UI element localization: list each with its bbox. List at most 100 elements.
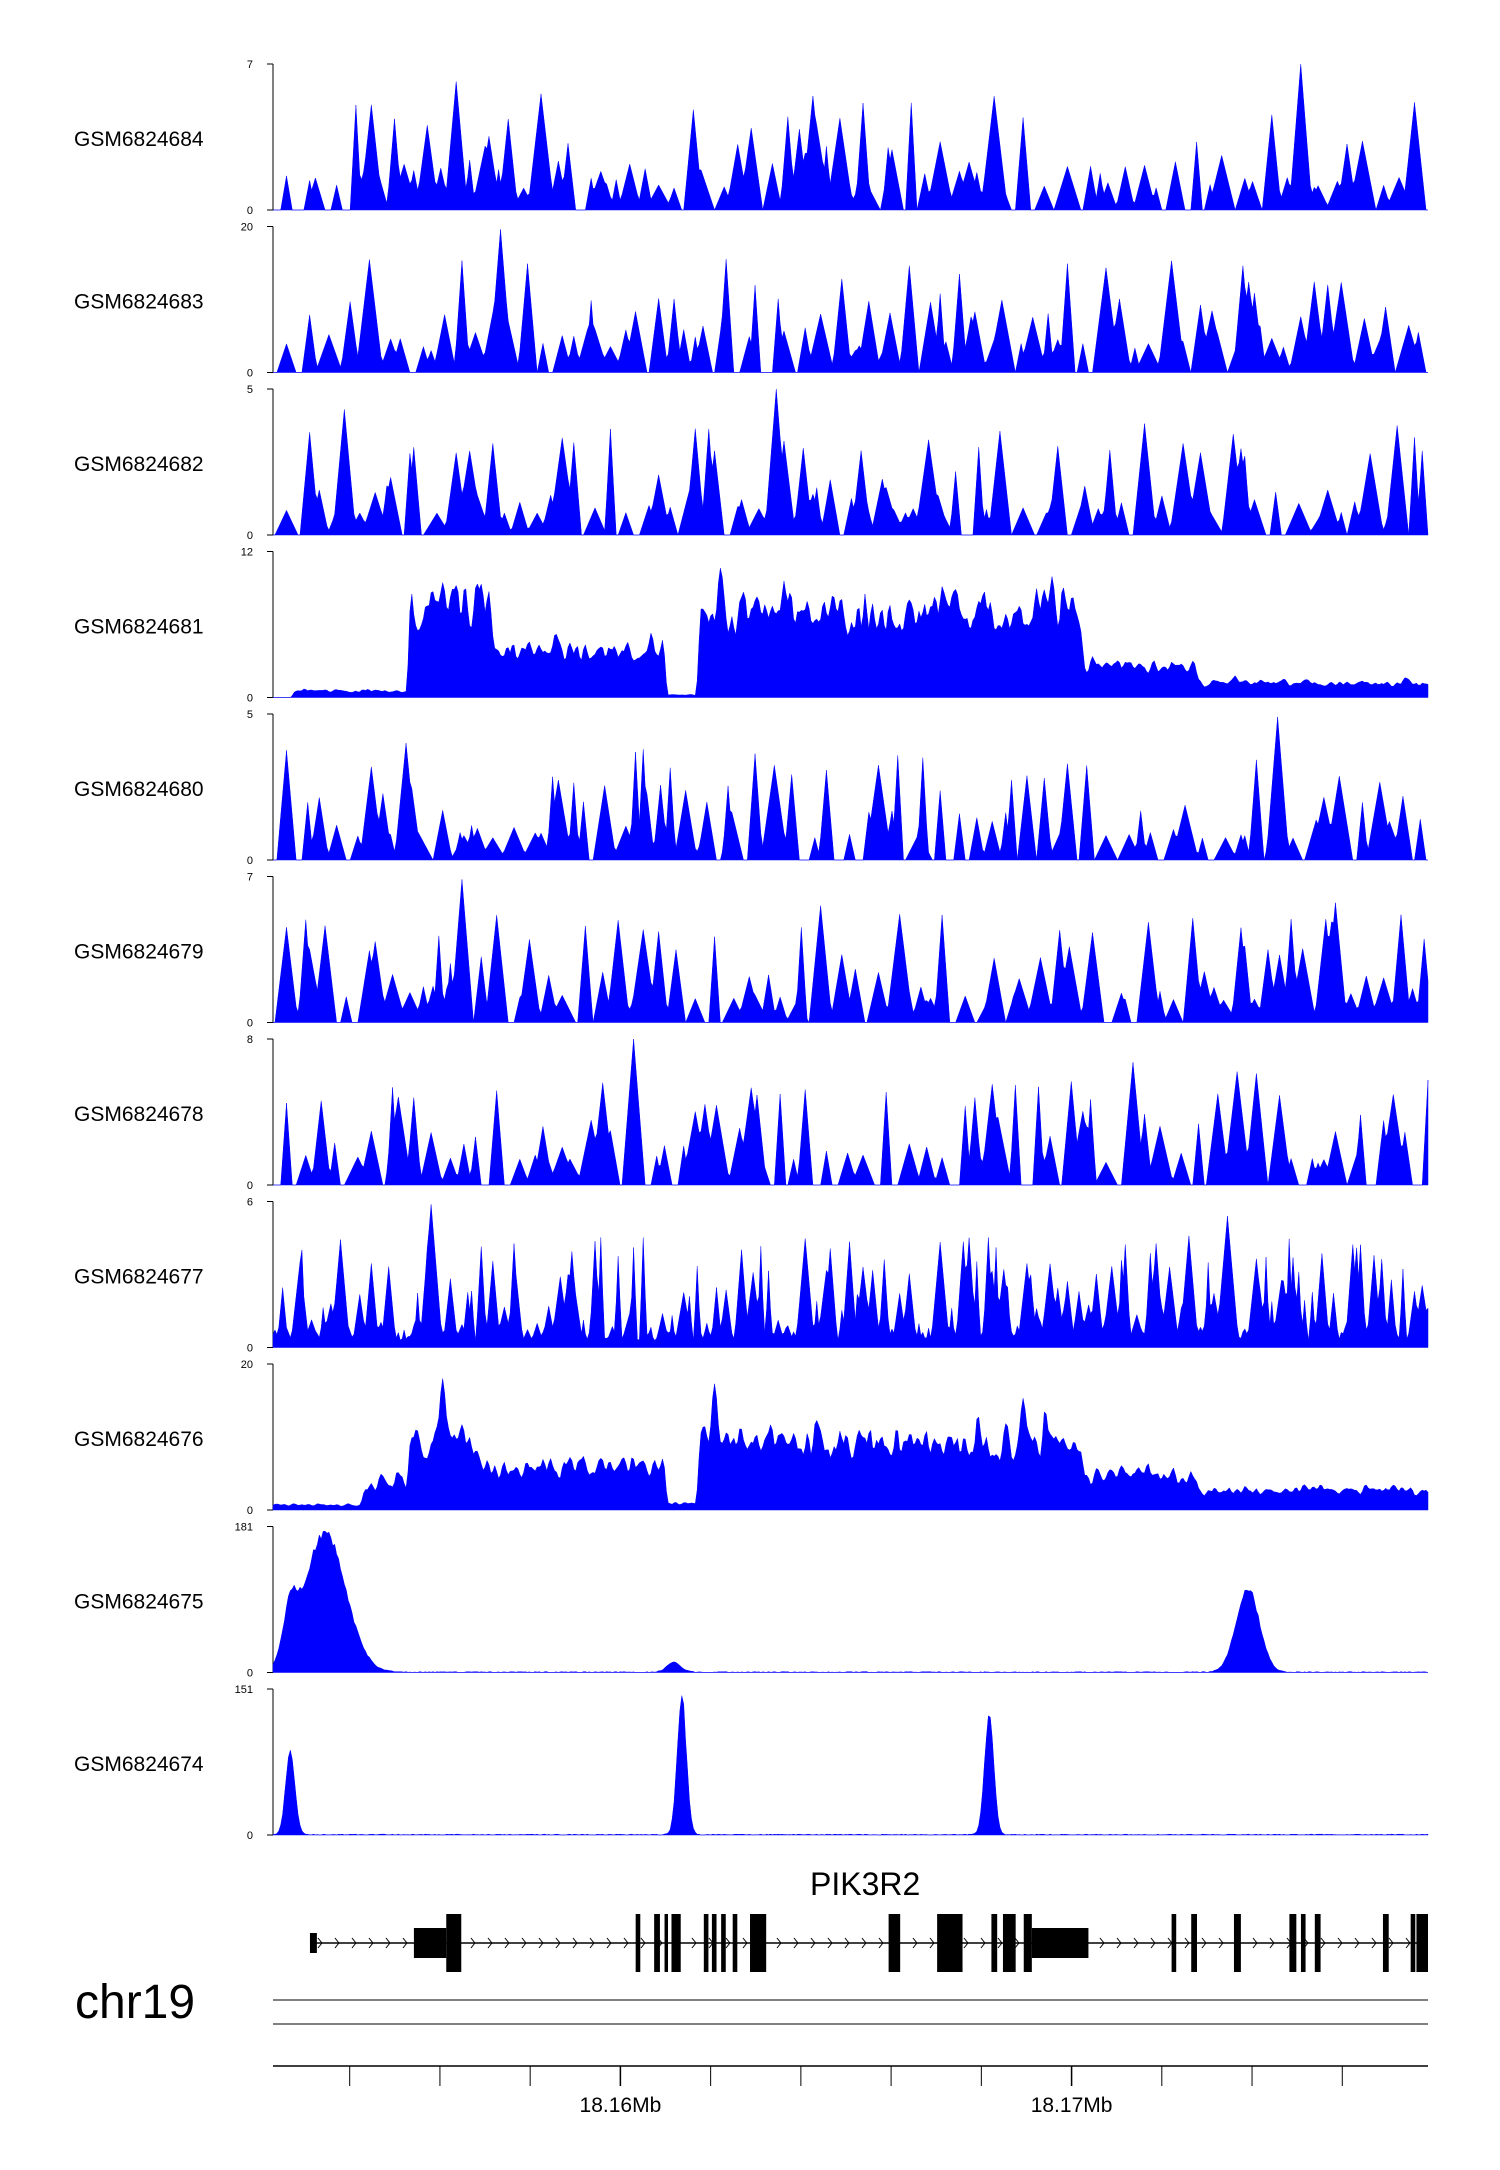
track-GSM6824674: GSM6824674 151 0 xyxy=(74,1684,1429,1842)
strand-arrow xyxy=(980,1937,986,1949)
signal-area xyxy=(273,63,1428,211)
exon xyxy=(1382,1914,1389,1972)
y-axis-max-label: 12 xyxy=(241,547,253,559)
strand-arrow xyxy=(1371,1937,1377,1949)
exon xyxy=(309,1933,317,1953)
signal-area xyxy=(273,388,1429,536)
strand-arrow xyxy=(861,1937,867,1949)
strand-arrow xyxy=(606,1937,612,1949)
genome-axis: 18.16Mb 18.17Mb xyxy=(273,1999,1428,2117)
track-GSM6824680: GSM6824680 5 0 xyxy=(74,709,1428,867)
exon xyxy=(1171,1914,1177,1972)
signal-area xyxy=(272,1378,1429,1511)
gene-model-track xyxy=(309,1914,1428,1972)
track-GSM6824675: GSM6824675 181 0 xyxy=(74,1522,1429,1680)
y-axis-max-label: 6 xyxy=(247,1197,253,1209)
strand-arrow xyxy=(997,1937,1003,1949)
exon xyxy=(1002,1914,1016,1972)
strand-arrow xyxy=(963,1937,969,1949)
strand-arrow xyxy=(368,1937,374,1949)
y-axis-max-label: 20 xyxy=(241,1359,253,1371)
y-axis-min-label: 0 xyxy=(247,693,253,705)
strand-arrow xyxy=(1269,1937,1275,1949)
track-label: GSM6824679 xyxy=(74,941,204,964)
y-axis-max-label: 5 xyxy=(247,384,253,396)
gene-name-label: PIK3R2 xyxy=(810,1866,921,1902)
track-GSM6824679: GSM6824679 7 0 xyxy=(74,872,1429,1030)
strand-arrow xyxy=(1388,1937,1394,1949)
track-GSM6824681: GSM6824681 12 0 xyxy=(74,547,1429,705)
exon xyxy=(888,1914,901,1972)
strand-arrow xyxy=(589,1937,595,1949)
exon xyxy=(1023,1914,1032,1972)
exon xyxy=(1289,1914,1297,1972)
strand-arrow xyxy=(810,1937,816,1949)
track-label: GSM6824674 xyxy=(74,1753,204,1776)
strand-arrow xyxy=(1201,1937,1207,1949)
strand-arrow xyxy=(1184,1937,1190,1949)
y-axis-min-label: 0 xyxy=(247,1343,253,1355)
y-axis-min-label: 0 xyxy=(247,1018,253,1030)
strand-arrow xyxy=(1337,1937,1343,1949)
y-axis-max-label: 7 xyxy=(247,872,253,884)
exon xyxy=(1314,1914,1321,1972)
strand-arrow xyxy=(1116,1937,1122,1949)
exon xyxy=(991,1914,998,1972)
strand-arrow xyxy=(572,1937,578,1949)
exon xyxy=(413,1928,447,1958)
exon xyxy=(635,1914,641,1972)
y-axis-min-label: 0 xyxy=(247,368,253,380)
exon xyxy=(1300,1914,1306,1972)
track-label: GSM6824675 xyxy=(74,1591,204,1614)
track-GSM6824676: GSM6824676 20 0 xyxy=(74,1359,1429,1517)
strand-arrow xyxy=(929,1937,935,1949)
exon xyxy=(750,1914,767,1972)
track-label: GSM6824682 xyxy=(74,453,204,476)
strand-arrow xyxy=(385,1937,391,1949)
strand-arrow xyxy=(691,1937,697,1949)
strand-arrow xyxy=(1133,1937,1139,1949)
strand-arrow xyxy=(521,1937,527,1949)
strand-arrow xyxy=(1014,1937,1020,1949)
track-label: GSM6824678 xyxy=(74,1103,204,1126)
exon xyxy=(1410,1914,1416,1972)
strand-arrow xyxy=(912,1937,918,1949)
track-label: GSM6824683 xyxy=(74,291,204,314)
exon xyxy=(1031,1928,1089,1958)
track-GSM6824684: GSM6824684 7 0 xyxy=(74,59,1428,217)
signal-area xyxy=(272,1695,1429,1836)
strand-arrow xyxy=(640,1937,646,1949)
strand-arrow xyxy=(742,1937,748,1949)
y-axis-min-label: 0 xyxy=(247,1180,253,1192)
signal-area xyxy=(273,1038,1429,1186)
strand-arrow xyxy=(725,1937,731,1949)
strand-arrow xyxy=(538,1937,544,1949)
track-GSM6824677: GSM6824677 6 0 xyxy=(74,1197,1429,1355)
exon xyxy=(1233,1914,1241,1972)
signal-area xyxy=(272,1530,1429,1673)
strand-arrow xyxy=(351,1937,357,1949)
chromosome-label: chr19 xyxy=(75,1976,196,2029)
strand-arrow xyxy=(1150,1937,1156,1949)
strand-arrow xyxy=(1099,1937,1105,1949)
signal-area xyxy=(273,229,1428,374)
y-axis-min-label: 0 xyxy=(247,1505,253,1517)
signal-area xyxy=(273,568,1429,698)
track-GSM6824683: GSM6824683 20 0 xyxy=(74,222,1428,380)
exon xyxy=(937,1914,963,1972)
y-axis-max-label: 20 xyxy=(241,222,253,234)
track-label: GSM6824680 xyxy=(74,778,204,801)
y-axis-max-label: 7 xyxy=(247,59,253,71)
exon xyxy=(711,1914,717,1972)
strand-arrow xyxy=(1320,1937,1326,1949)
track-label: GSM6824684 xyxy=(74,128,204,151)
x-axis-tick-label: 18.17Mb xyxy=(1031,2094,1113,2117)
exon xyxy=(664,1914,669,1972)
exon xyxy=(671,1914,681,1972)
strand-arrow xyxy=(334,1937,340,1949)
strand-arrow xyxy=(1252,1937,1258,1949)
track-label: GSM6824676 xyxy=(74,1428,204,1451)
strand-arrow xyxy=(1405,1937,1411,1949)
track-GSM6824678: GSM6824678 8 0 xyxy=(74,1034,1429,1192)
y-axis-min-label: 0 xyxy=(247,855,253,867)
